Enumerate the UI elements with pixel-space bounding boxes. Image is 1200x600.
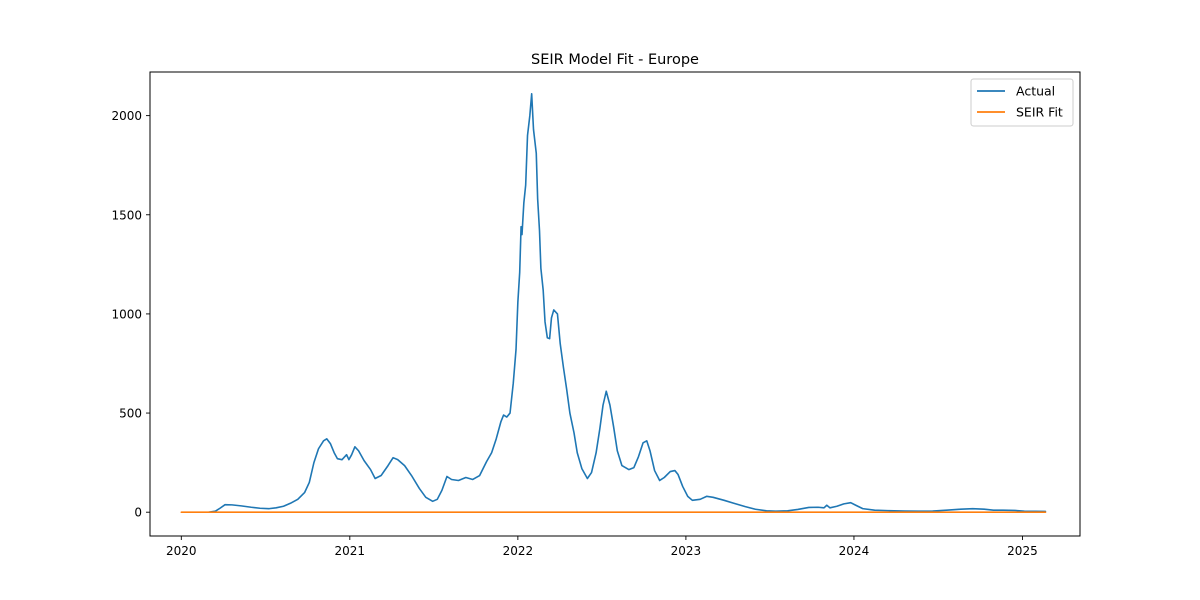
y-tick-label: 1500 bbox=[111, 208, 142, 222]
chart-title: SEIR Model Fit - Europe bbox=[531, 52, 699, 68]
x-tick-label: 2025 bbox=[1007, 544, 1038, 558]
legend-label-0: Actual bbox=[1016, 84, 1055, 99]
x-tick-label: 2024 bbox=[839, 544, 870, 558]
y-tick-label: 0 bbox=[134, 506, 142, 520]
series-line-0 bbox=[208, 93, 1047, 514]
x-tick-label: 2020 bbox=[166, 544, 197, 558]
x-tick-label: 2023 bbox=[671, 544, 702, 558]
series-layer bbox=[180, 93, 1047, 514]
legend: Actual SEIR Fit bbox=[970, 78, 1074, 127]
x-tick-label: 2022 bbox=[503, 544, 534, 558]
y-tick-label: 2000 bbox=[111, 109, 142, 123]
legend-label-1: SEIR Fit bbox=[1016, 105, 1063, 120]
x-axis: 2020 2021 2022 2023 2024 2025 bbox=[166, 536, 1038, 558]
plot-frame bbox=[149, 71, 1081, 537]
y-axis: 0 500 1000 1500 2000 bbox=[111, 109, 150, 520]
y-tick-label: 500 bbox=[119, 407, 142, 421]
y-tick-label: 1000 bbox=[111, 307, 142, 321]
x-tick-label: 2021 bbox=[335, 544, 366, 558]
